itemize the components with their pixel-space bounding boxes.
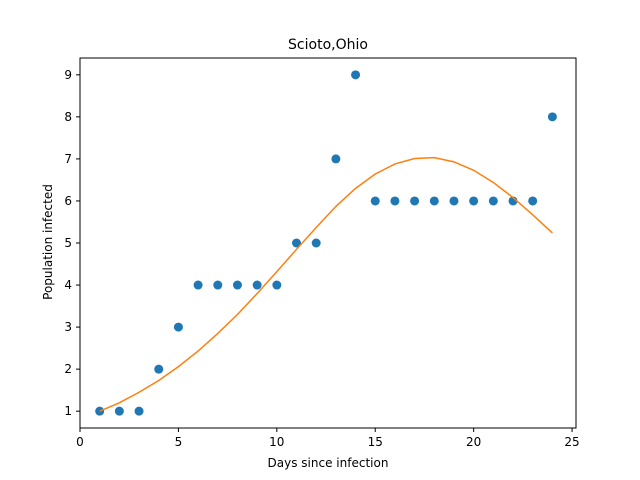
x-tick-label: 25	[564, 435, 579, 449]
y-tick-label: 5	[64, 236, 72, 250]
y-tick-label: 3	[64, 320, 72, 334]
x-tick-label: 10	[269, 435, 284, 449]
data-point	[292, 238, 302, 248]
data-point	[252, 280, 262, 290]
chart-title: Scioto,Ohio	[288, 37, 368, 53]
data-point	[232, 280, 242, 290]
y-tick-label: 4	[64, 278, 72, 292]
y-tick-label: 9	[64, 68, 72, 82]
y-tick-label: 6	[64, 194, 72, 208]
data-point	[311, 238, 321, 248]
fit-line	[99, 156, 553, 412]
data-point	[154, 364, 164, 374]
data-point	[469, 196, 479, 206]
y-axis-label: Population infected	[41, 184, 55, 300]
data-point	[547, 112, 557, 122]
data-point	[331, 154, 341, 164]
data-point	[193, 280, 203, 290]
data-point	[410, 196, 420, 206]
data-point	[449, 196, 459, 206]
data-point	[114, 406, 124, 416]
plot-area: 0 5 10 15 20 25 1 2 3 4 5 6 7 8 9	[64, 57, 580, 449]
x-tick-label: 15	[368, 435, 383, 449]
data-point	[351, 70, 361, 80]
data-point	[488, 196, 498, 206]
data-point	[272, 280, 282, 290]
y-tick-label: 1	[64, 404, 72, 418]
data-point	[213, 280, 223, 290]
y-tick-label: 8	[64, 110, 72, 124]
data-point	[134, 406, 144, 416]
data-point	[390, 196, 400, 206]
data-point	[429, 196, 439, 206]
y-tick-label: 7	[64, 152, 72, 166]
data-point	[528, 196, 538, 206]
x-tick-label: 5	[175, 435, 183, 449]
x-tick-label: 0	[76, 435, 84, 449]
x-tick-label: 20	[466, 435, 481, 449]
x-axis-label: Days since infection	[268, 456, 389, 470]
y-tick-label: 2	[64, 362, 72, 376]
data-point	[370, 196, 380, 206]
data-point	[173, 322, 183, 332]
